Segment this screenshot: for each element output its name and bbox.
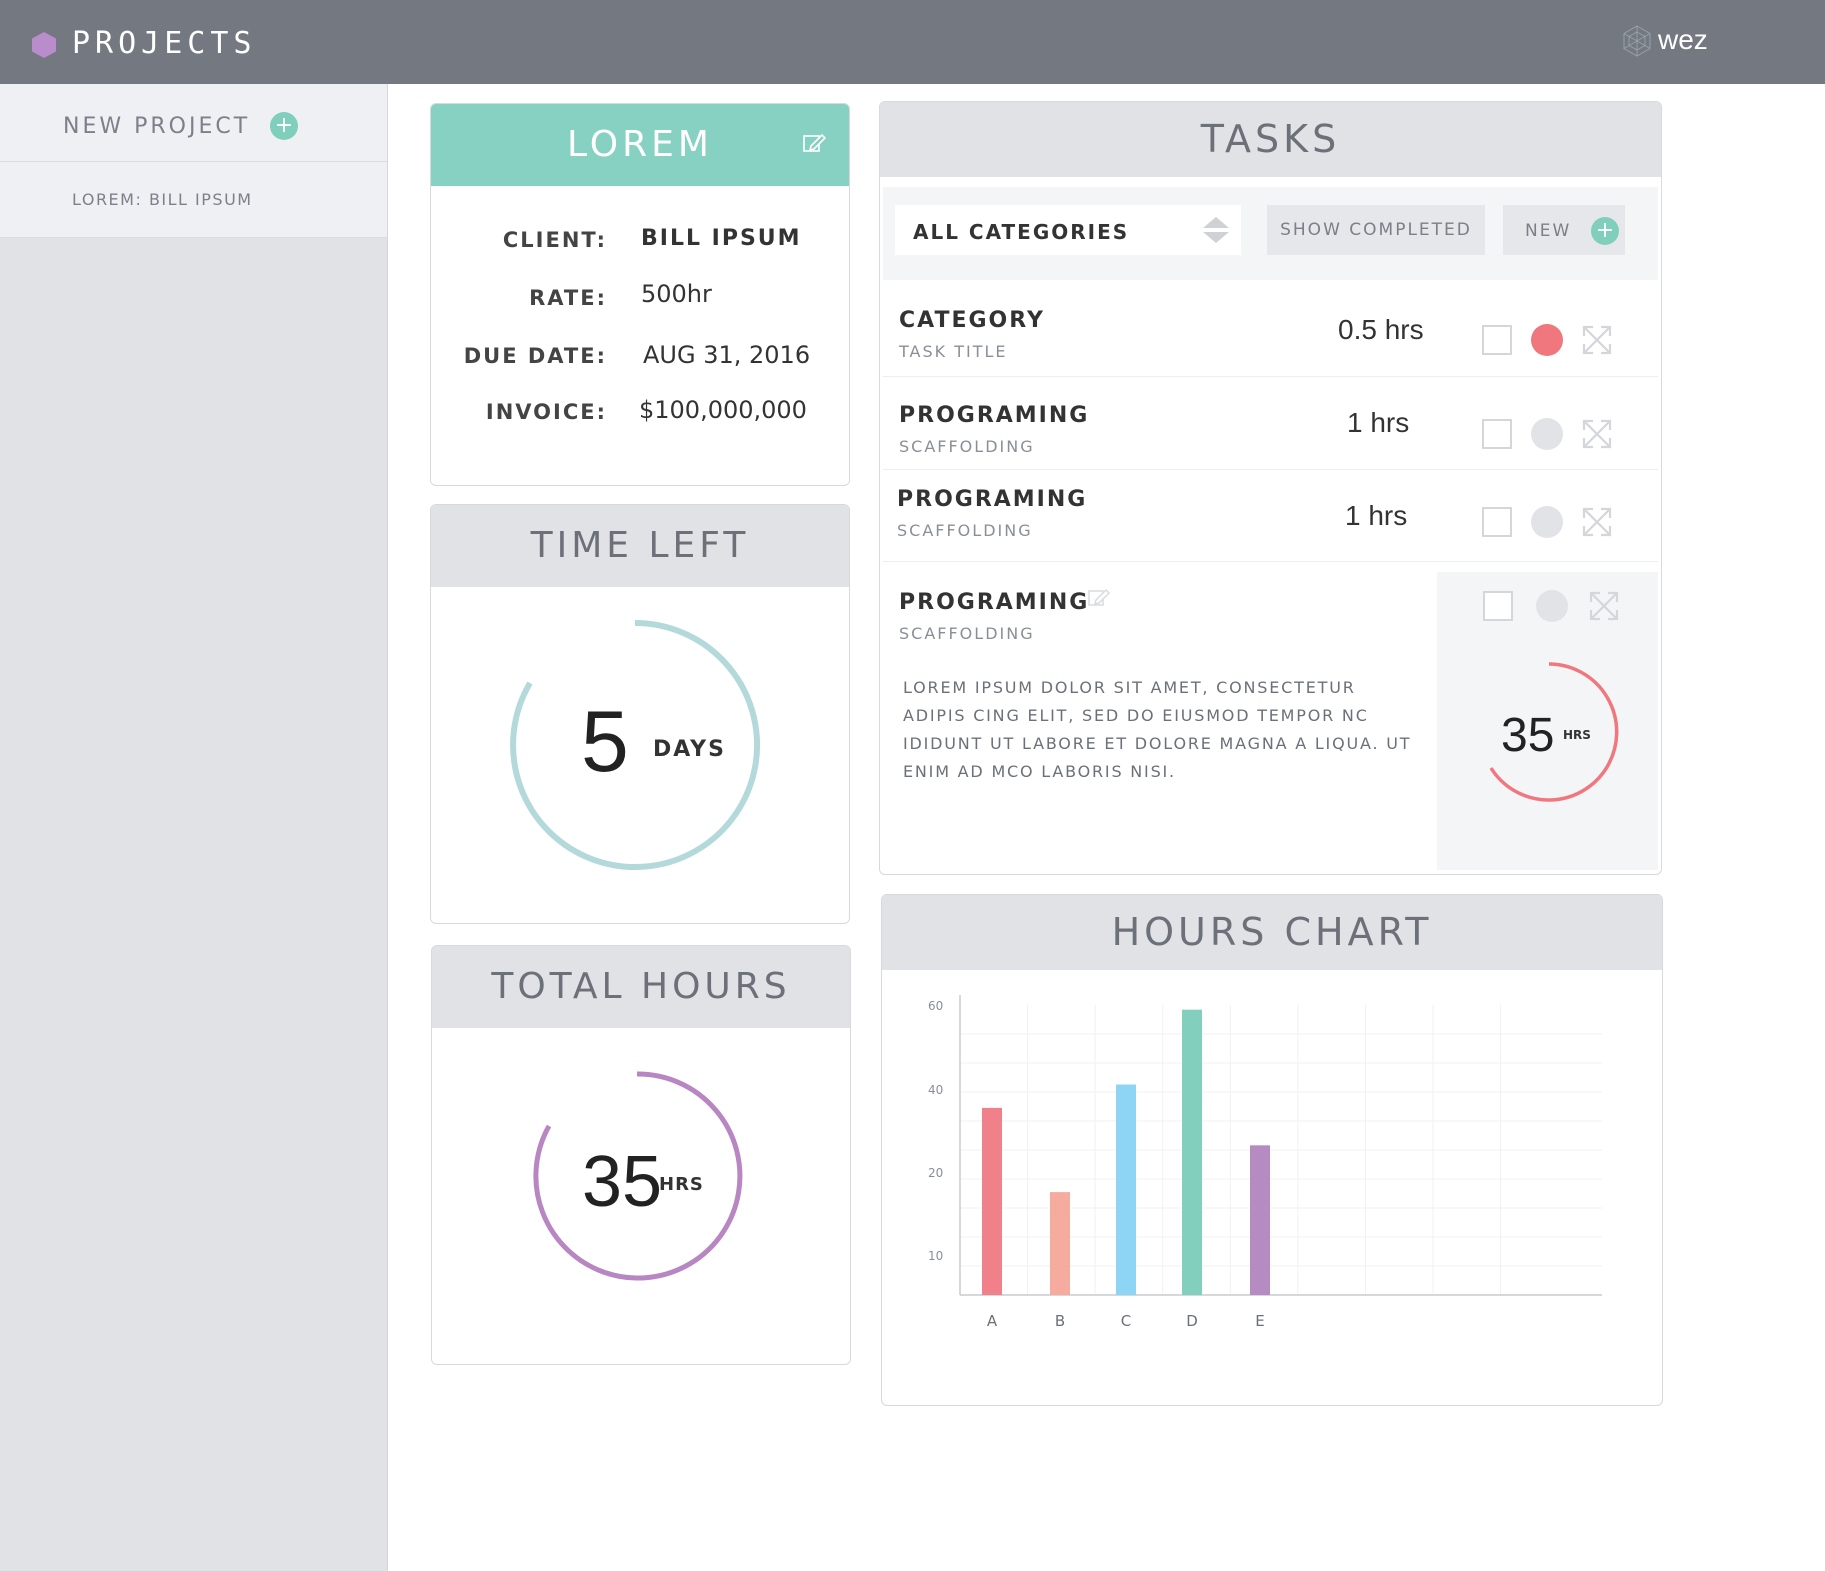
task-detail-panel: 35 HRS xyxy=(1437,572,1658,870)
category-select[interactable]: ALL CATEGORIES xyxy=(895,205,1241,255)
bar-c[interactable] xyxy=(1116,1084,1136,1295)
task-description: LOREM IPSUM DOLOR SIT AMET, CONSECTETUR … xyxy=(903,678,1412,781)
y-tick-label: 10 xyxy=(928,1249,943,1263)
total-hours-title: TOTAL HOURS xyxy=(432,946,850,1028)
expand-icon[interactable] xyxy=(1581,324,1613,356)
task-checkbox[interactable] xyxy=(1482,507,1512,537)
sort-arrows-icon xyxy=(1203,217,1229,243)
time-left-value: 5 xyxy=(581,694,629,790)
hours-chart: 60 40 20 10 A B C D E xyxy=(928,995,1602,1330)
x-tick-label: C xyxy=(1121,1312,1131,1330)
tasks-title: TASKS xyxy=(880,102,1661,177)
x-tick-label: A xyxy=(987,1312,998,1330)
edit-icon[interactable] xyxy=(1087,586,1111,610)
task-title: SCAFFOLDING xyxy=(899,624,1035,643)
time-left-title: TIME LEFT xyxy=(431,505,849,587)
plus-icon: + xyxy=(270,112,298,140)
hexagon-logo-icon xyxy=(32,32,56,58)
category-select-value: ALL CATEGORIES xyxy=(913,220,1130,244)
y-tick-label: 20 xyxy=(928,1166,943,1180)
client-value: BILL IPSUM xyxy=(641,226,802,251)
task-hours: 1 hrs xyxy=(1347,407,1410,438)
task-hours: 1 hrs xyxy=(1345,500,1408,531)
due-date-row: DUE DATE: AUG 31, 2016 xyxy=(431,338,849,378)
task-status-dot[interactable] xyxy=(1531,506,1563,538)
project-title: LOREM xyxy=(567,124,713,165)
hours-chart-card: HOURS CHART 60 40 20 10 A B C D E xyxy=(881,894,1663,1406)
project-card: LOREM CLIENT: BILL IPSUM RATE: 500hr DUE… xyxy=(430,103,850,486)
bar-e[interactable] xyxy=(1250,1145,1270,1295)
total-hours-card: TOTAL HOURS 35 HRS xyxy=(431,945,851,1365)
task-checkbox[interactable] xyxy=(1482,325,1512,355)
time-left-unit: DAYS xyxy=(653,737,726,762)
sidebar-item-project[interactable]: LOREM: BILL IPSUM xyxy=(0,162,387,238)
user-name[interactable]: wez xyxy=(1658,24,1708,55)
client-row: CLIENT: BILL IPSUM xyxy=(431,222,849,262)
task-title: SCAFFOLDING xyxy=(899,437,1035,456)
total-hours-value: 35 xyxy=(582,1142,663,1222)
tasks-toolbar: ALL CATEGORIES SHOW COMPLETED NEW + xyxy=(883,187,1658,280)
sidebar: NEW PROJECT + LOREM: BILL IPSUM xyxy=(0,84,388,1571)
bar-b[interactable] xyxy=(1050,1192,1070,1295)
task-checkbox[interactable] xyxy=(1483,591,1513,621)
rate-row: RATE: 500hr xyxy=(431,278,849,318)
project-card-header: LOREM xyxy=(431,104,849,186)
new-project-button[interactable]: NEW PROJECT + xyxy=(0,84,387,162)
task-checkbox[interactable] xyxy=(1482,419,1512,449)
time-left-ring xyxy=(510,620,761,870)
task-row[interactable]: CATEGORY TASK TITLE 0.5 hrs xyxy=(883,282,1658,377)
expand-icon[interactable] xyxy=(1581,506,1613,538)
total-hours-ring xyxy=(533,1071,743,1281)
geodesic-avatar-icon[interactable] xyxy=(1620,24,1654,58)
task-hours-unit: HRS xyxy=(1563,728,1591,742)
time-left-card: TIME LEFT 5 DAYS xyxy=(430,504,850,924)
new-task-button[interactable]: NEW + xyxy=(1503,205,1625,255)
task-category: CATEGORY xyxy=(899,308,1045,333)
expand-icon[interactable] xyxy=(1581,418,1613,450)
invoice-row: INVOICE: $100,000,000 xyxy=(431,394,849,434)
task-category: PROGRAMING xyxy=(899,590,1090,615)
show-completed-button[interactable]: SHOW COMPLETED xyxy=(1267,205,1485,255)
rate-key: RATE: xyxy=(529,286,607,310)
invoice-value: $100,000,000 xyxy=(639,396,807,424)
x-tick-label: E xyxy=(1255,1312,1264,1330)
task-row[interactable]: PROGRAMING SCAFFOLDING 1 hrs xyxy=(883,377,1658,470)
task-title: SCAFFOLDING xyxy=(897,521,1033,540)
task-title: TASK TITLE xyxy=(899,342,1008,361)
x-tick-label: D xyxy=(1186,1312,1198,1330)
y-tick-label: 40 xyxy=(928,1083,943,1097)
total-hours-unit: HRS xyxy=(659,1174,704,1195)
rate-value: 500hr xyxy=(641,280,712,308)
due-date-value: AUG 31, 2016 xyxy=(643,341,811,369)
new-project-label: NEW PROJECT xyxy=(63,114,251,139)
task-hours: 0.5 hrs xyxy=(1338,314,1424,345)
task-status-dot[interactable] xyxy=(1531,418,1563,450)
expand-icon[interactable] xyxy=(1588,590,1620,622)
app-title: PROJECTS xyxy=(72,26,257,61)
bar-d[interactable] xyxy=(1182,1009,1202,1295)
client-key: CLIENT: xyxy=(502,228,607,252)
edit-icon[interactable] xyxy=(801,130,827,156)
task-hours-ring xyxy=(1489,662,1619,802)
tasks-card: TASKS ALL CATEGORIES SHOW COMPLETED NEW … xyxy=(879,101,1662,875)
hours-chart-title: HOURS CHART xyxy=(882,895,1662,970)
y-tick-label: 60 xyxy=(928,999,943,1013)
bar-a[interactable] xyxy=(982,1107,1002,1295)
task-category: PROGRAMING xyxy=(899,403,1090,428)
sidebar-item-label: LOREM: BILL IPSUM xyxy=(72,190,253,209)
task-category: PROGRAMING xyxy=(897,487,1088,512)
task-status-dot[interactable] xyxy=(1536,590,1568,622)
invoice-key: INVOICE: xyxy=(485,400,607,424)
x-tick-label: B xyxy=(1055,1312,1065,1330)
new-task-label: NEW xyxy=(1525,221,1572,241)
task-hours-value: 35 xyxy=(1501,709,1555,762)
top-bar: PROJECTS wez xyxy=(0,0,1825,84)
due-date-key: DUE DATE: xyxy=(463,344,607,368)
task-row-expanded[interactable]: PROGRAMING SCAFFOLDING LOREM IPSUM DOLOR… xyxy=(883,572,1658,872)
plus-icon: + xyxy=(1591,217,1619,245)
task-status-dot[interactable] xyxy=(1531,324,1563,356)
task-row[interactable]: PROGRAMING SCAFFOLDING 1 hrs xyxy=(883,470,1658,562)
